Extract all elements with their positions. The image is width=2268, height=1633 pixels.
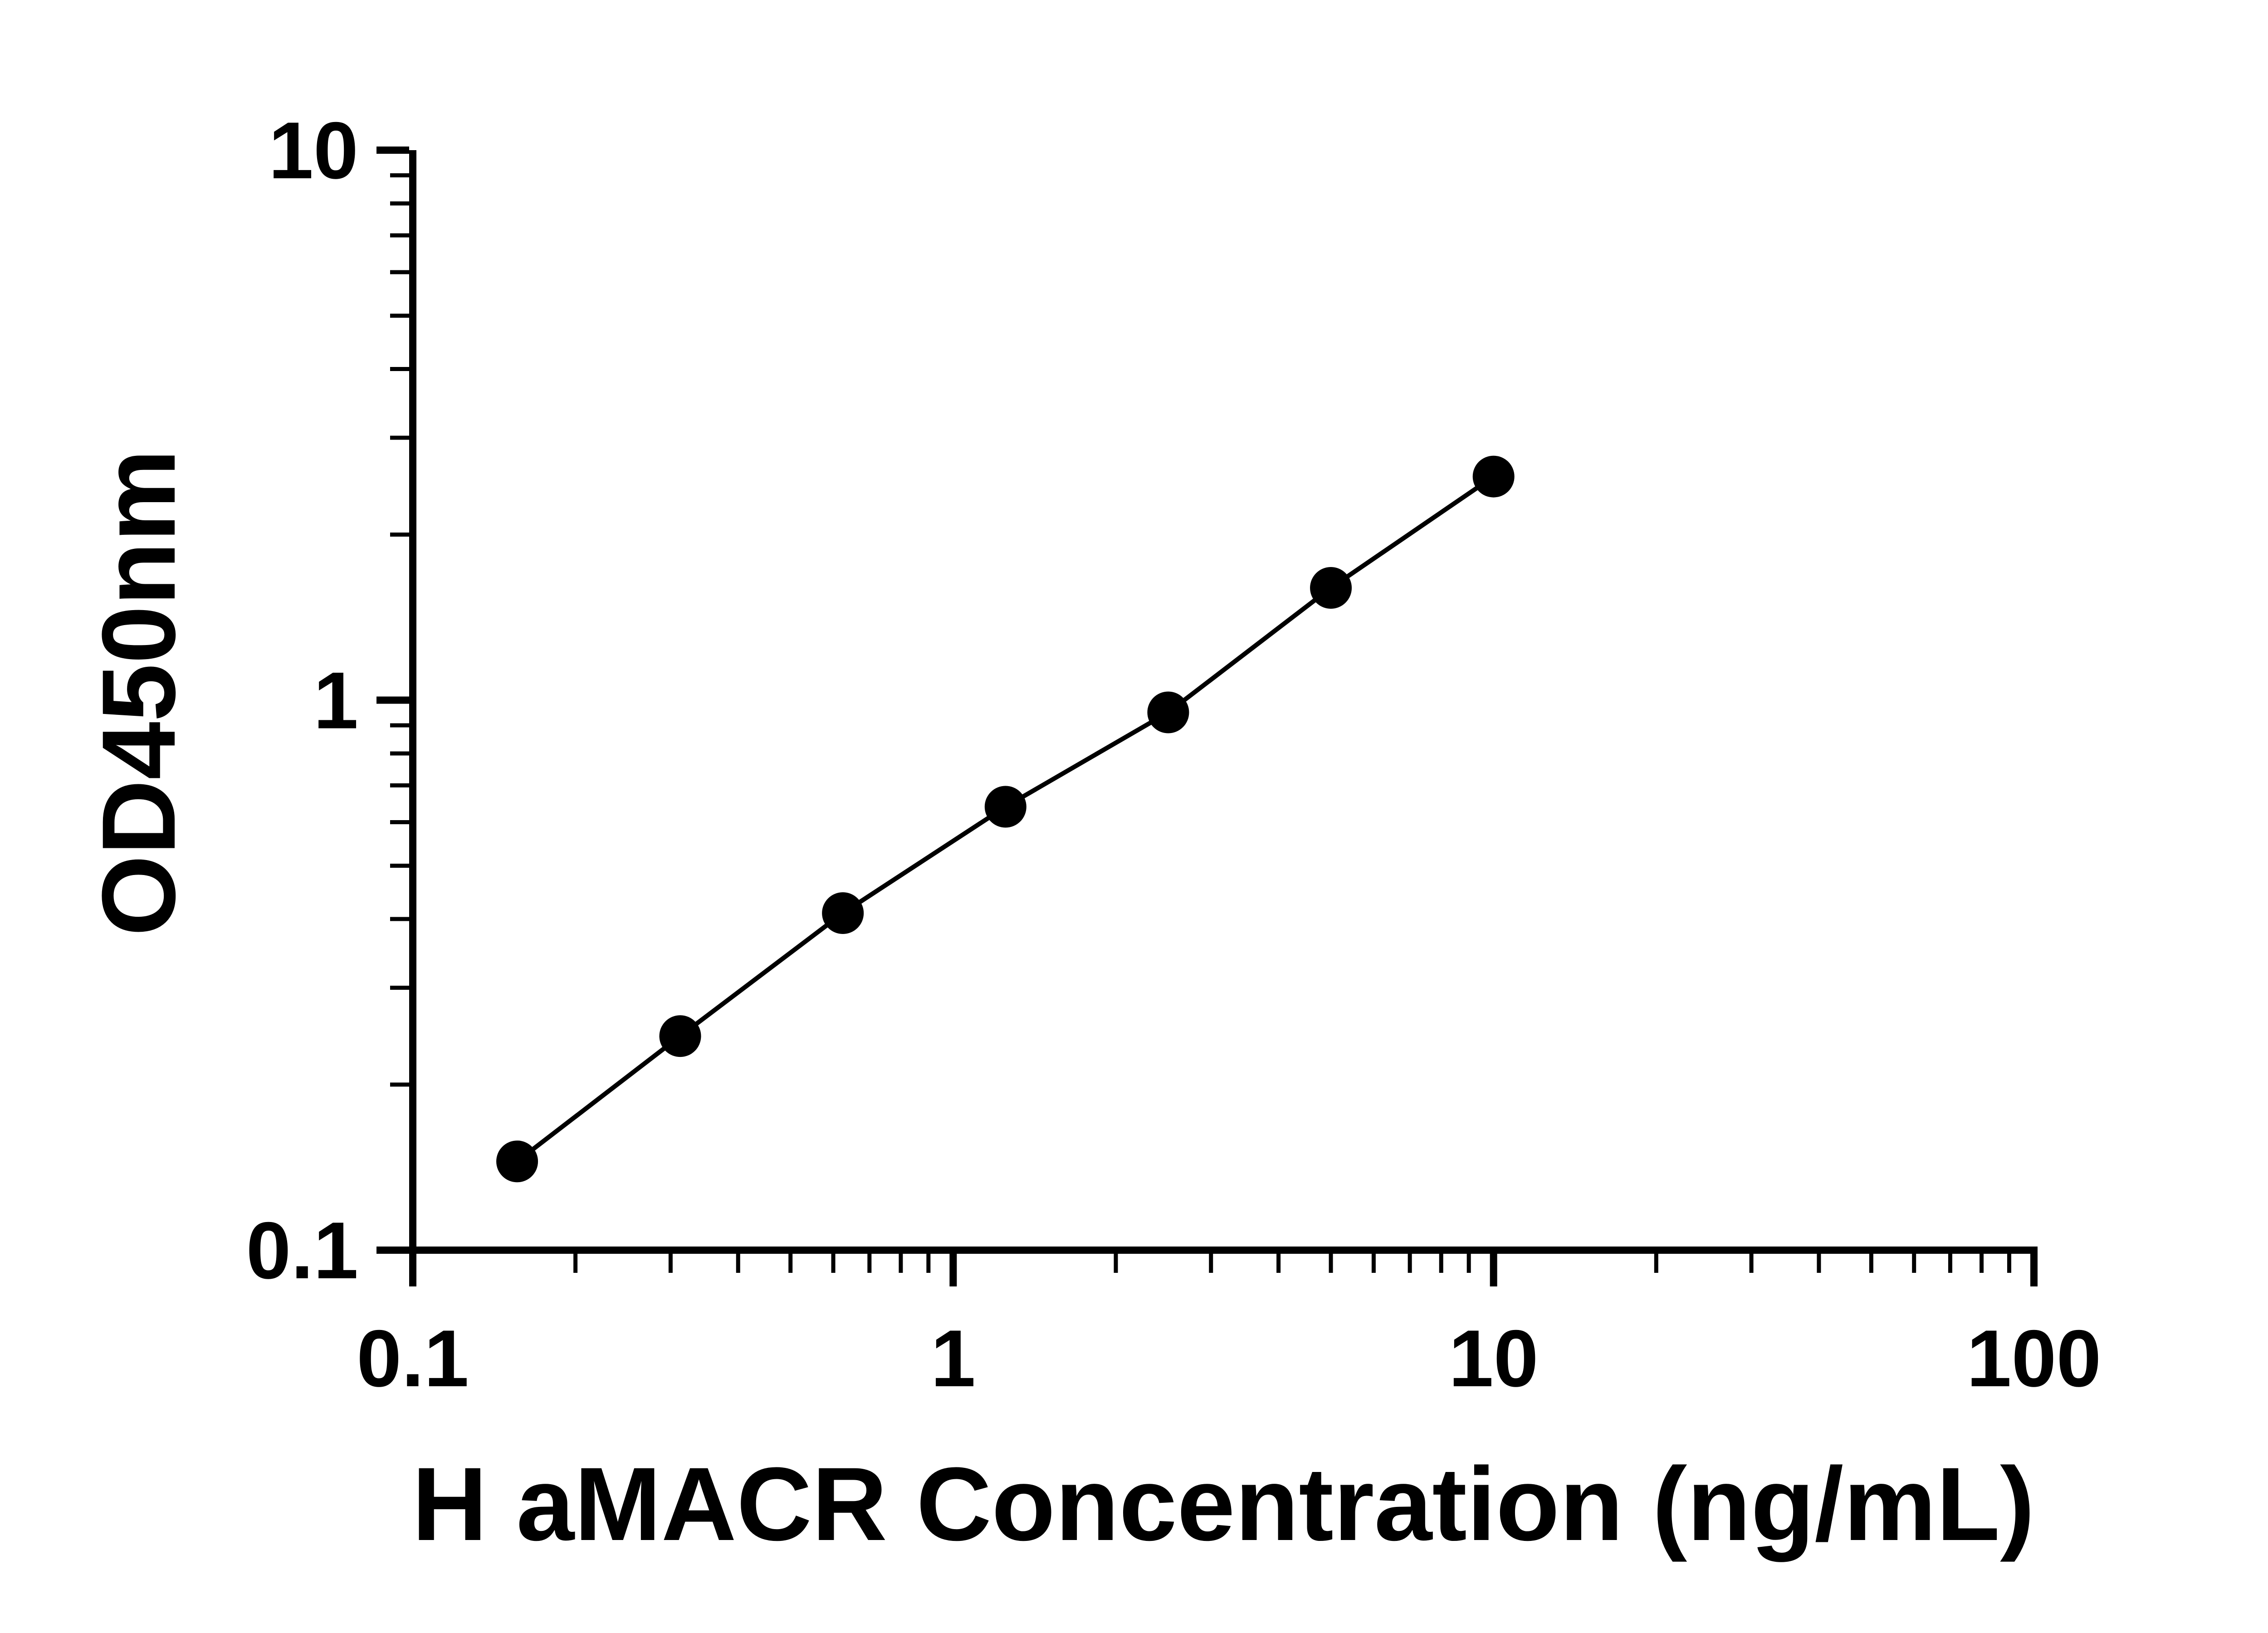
data-point-marker <box>1472 455 1515 498</box>
data-point-marker <box>822 892 864 934</box>
axes-layer: 0.1 1 10 100 0.1 1 10 <box>246 105 2102 1403</box>
x-tick-label: 1 <box>931 1313 976 1403</box>
x-tick-label: 100 <box>1967 1313 2102 1403</box>
y-axis-title: OD450nm <box>80 449 197 936</box>
data-point-marker <box>984 786 1026 828</box>
x-axis-title: H aMACR Concentration (ng/mL) <box>412 1446 2035 1562</box>
x-tick-label: 0.1 <box>357 1313 469 1403</box>
x-tick-label: 10 <box>1449 1313 1539 1403</box>
y-tick-label: 0.1 <box>246 1205 358 1296</box>
y-tick-label: 1 <box>313 655 358 746</box>
data-point-marker <box>659 1015 701 1057</box>
data-point-marker <box>496 1140 538 1183</box>
data-point-marker <box>1147 691 1189 733</box>
y-tick-label: 10 <box>269 105 358 196</box>
data-series-layer <box>496 455 1515 1183</box>
data-point-marker <box>1310 567 1352 609</box>
